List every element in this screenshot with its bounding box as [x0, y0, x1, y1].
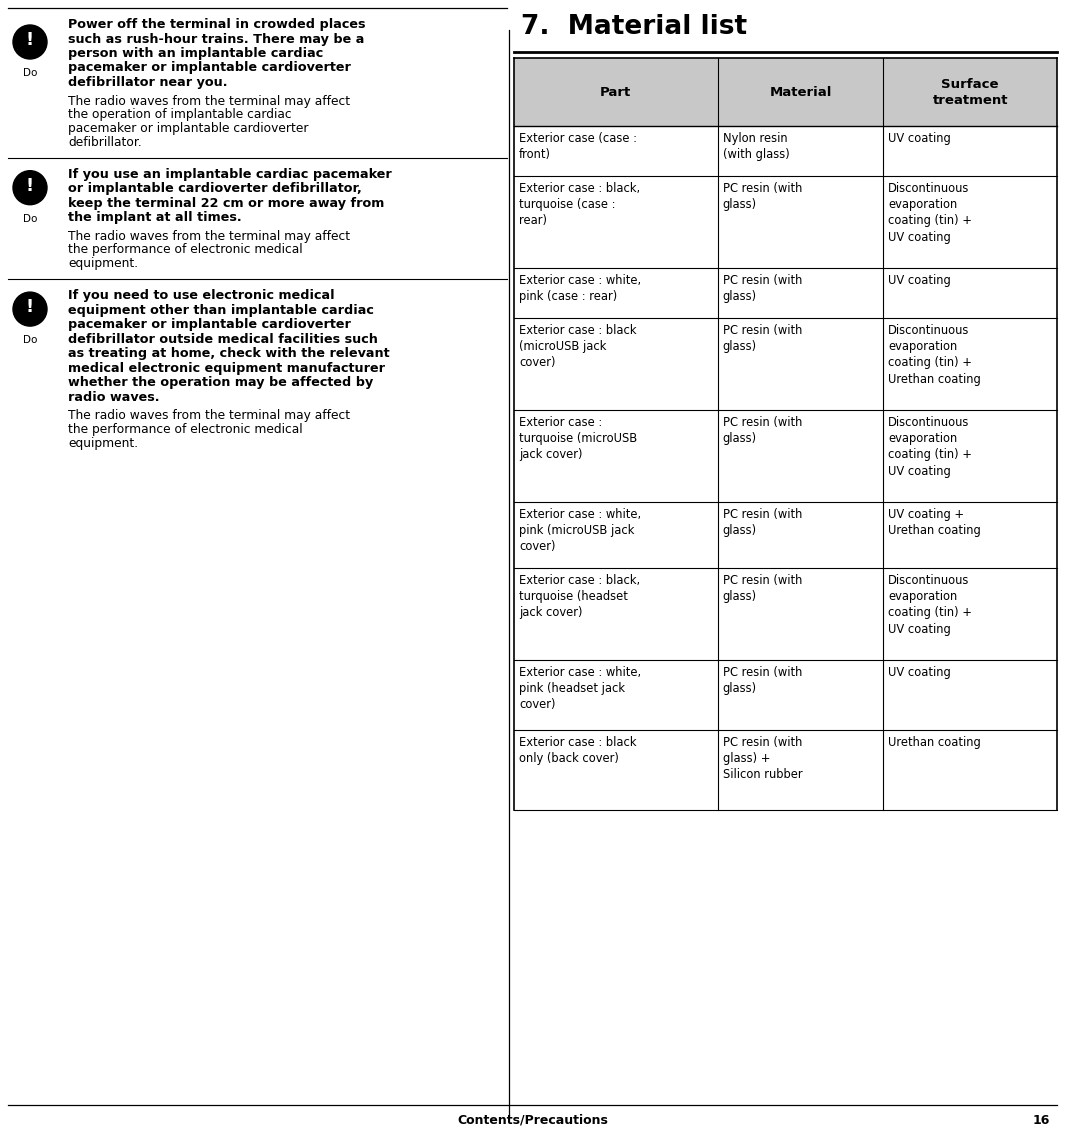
Text: Exterior case : black,
turquoise (case :
rear): Exterior case : black, turquoise (case :… [519, 181, 640, 228]
Circle shape [13, 25, 47, 59]
Text: 7.  Material list: 7. Material list [521, 14, 748, 40]
Text: PC resin (with
glass): PC resin (with glass) [723, 416, 802, 446]
Text: person with an implantable cardiac: person with an implantable cardiac [68, 46, 324, 60]
Text: or implantable cardioverter defibrillator,: or implantable cardioverter defibrillato… [68, 183, 362, 195]
Text: radio waves.: radio waves. [68, 390, 160, 404]
Text: defibrillator.: defibrillator. [68, 136, 142, 149]
Bar [514, 660, 1056, 730]
Text: whether the operation may be affected by: whether the operation may be affected by [68, 376, 373, 389]
Bar [514, 568, 1056, 660]
Text: Contents/Precautions: Contents/Precautions [457, 1114, 608, 1126]
Text: Discontinuous
evaporation
coating (tin) +
UV coating: Discontinuous evaporation coating (tin) … [888, 416, 972, 477]
Text: !: ! [26, 31, 34, 49]
Text: PC resin (with
glass): PC resin (with glass) [723, 666, 802, 695]
Text: The radio waves from the terminal may affect: The radio waves from the terminal may af… [68, 230, 350, 243]
Text: If you use an implantable cardiac pacemaker: If you use an implantable cardiac pacema… [68, 168, 392, 180]
Text: the implant at all times.: the implant at all times. [68, 211, 242, 225]
Text: Exterior case (case :
front): Exterior case (case : front) [519, 132, 637, 161]
Text: keep the terminal 22 cm or more away from: keep the terminal 22 cm or more away fro… [68, 196, 384, 210]
Text: PC resin (with
glass) +
Silicon rubber: PC resin (with glass) + Silicon rubber [723, 736, 802, 781]
Text: Power off the terminal in crowded places: Power off the terminal in crowded places [68, 18, 365, 31]
Text: Part: Part [601, 85, 632, 99]
Text: Urethan coating: Urethan coating [888, 736, 981, 748]
Text: medical electronic equipment manufacturer: medical electronic equipment manufacture… [68, 362, 386, 374]
Text: The radio waves from the terminal may affect: The radio waves from the terminal may af… [68, 409, 350, 422]
Text: Surface
treatment: Surface treatment [932, 77, 1007, 107]
Text: pacemaker or implantable cardioverter: pacemaker or implantable cardioverter [68, 61, 350, 75]
Text: 16: 16 [1033, 1114, 1050, 1126]
Text: PC resin (with
glass): PC resin (with glass) [723, 274, 802, 303]
Text: Exterior case : black
(microUSB jack
cover): Exterior case : black (microUSB jack cov… [519, 324, 637, 370]
Text: Nylon resin
(with glass): Nylon resin (with glass) [723, 132, 789, 161]
Text: Discontinuous
evaporation
coating (tin) +
Urethan coating: Discontinuous evaporation coating (tin) … [888, 324, 981, 386]
Text: as treating at home, check with the relevant: as treating at home, check with the rele… [68, 347, 390, 361]
Bar [514, 502, 1056, 568]
Text: Discontinuous
evaporation
coating (tin) +
UV coating: Discontinuous evaporation coating (tin) … [888, 181, 972, 244]
Text: Exterior case : white,
pink (microUSB jack
cover): Exterior case : white, pink (microUSB ja… [519, 508, 641, 553]
Bar [514, 58, 1056, 126]
Text: !: ! [26, 298, 34, 316]
Text: If you need to use electronic medical: If you need to use electronic medical [68, 289, 334, 302]
Bar [514, 318, 1056, 411]
Text: Exterior case :
turquoise (microUSB
jack cover): Exterior case : turquoise (microUSB jack… [519, 416, 637, 462]
Bar [514, 730, 1056, 810]
Text: !: ! [26, 177, 34, 195]
Text: UV coating: UV coating [888, 666, 951, 679]
Text: Material: Material [769, 85, 832, 99]
Text: such as rush-hour trains. There may be a: such as rush-hour trains. There may be a [68, 33, 364, 45]
Text: UV coating +
Urethan coating: UV coating + Urethan coating [888, 508, 981, 538]
Text: the performance of electronic medical: the performance of electronic medical [68, 244, 302, 256]
Bar [514, 176, 1056, 268]
Text: PC resin (with
glass): PC resin (with glass) [723, 324, 802, 353]
Text: Exterior case : black,
turquoise (headset
jack cover): Exterior case : black, turquoise (headse… [519, 574, 640, 619]
Bar [514, 411, 1056, 502]
Text: pacemaker or implantable cardioverter: pacemaker or implantable cardioverter [68, 319, 350, 331]
Text: Exterior case : white,
pink (case : rear): Exterior case : white, pink (case : rear… [519, 274, 641, 303]
Text: pacemaker or implantable cardioverter: pacemaker or implantable cardioverter [68, 122, 309, 135]
Text: equipment.: equipment. [68, 257, 138, 270]
Text: defibrillator outside medical facilities such: defibrillator outside medical facilities… [68, 332, 378, 346]
Text: Do: Do [22, 68, 37, 78]
Text: UV coating: UV coating [888, 132, 951, 145]
Text: equipment other than implantable cardiac: equipment other than implantable cardiac [68, 304, 374, 316]
Text: The radio waves from the terminal may affect: The radio waves from the terminal may af… [68, 94, 350, 108]
Text: the performance of electronic medical: the performance of electronic medical [68, 423, 302, 435]
Circle shape [13, 293, 47, 327]
Text: Exterior case : white,
pink (headset jack
cover): Exterior case : white, pink (headset jac… [519, 666, 641, 711]
Bar [514, 126, 1056, 176]
Circle shape [13, 171, 47, 205]
Text: Discontinuous
evaporation
coating (tin) +
UV coating: Discontinuous evaporation coating (tin) … [888, 574, 972, 635]
Text: Do: Do [22, 336, 37, 345]
Text: Exterior case : black
only (back cover): Exterior case : black only (back cover) [519, 736, 637, 765]
Text: PC resin (with
glass): PC resin (with glass) [723, 508, 802, 538]
Bar [514, 268, 1056, 318]
Text: defibrillator near you.: defibrillator near you. [68, 76, 228, 88]
Text: equipment.: equipment. [68, 437, 138, 450]
Text: Do: Do [22, 213, 37, 223]
Text: PC resin (with
glass): PC resin (with glass) [723, 181, 802, 211]
Text: the operation of implantable cardiac: the operation of implantable cardiac [68, 109, 292, 121]
Text: UV coating: UV coating [888, 274, 951, 287]
Text: PC resin (with
glass): PC resin (with glass) [723, 574, 802, 603]
